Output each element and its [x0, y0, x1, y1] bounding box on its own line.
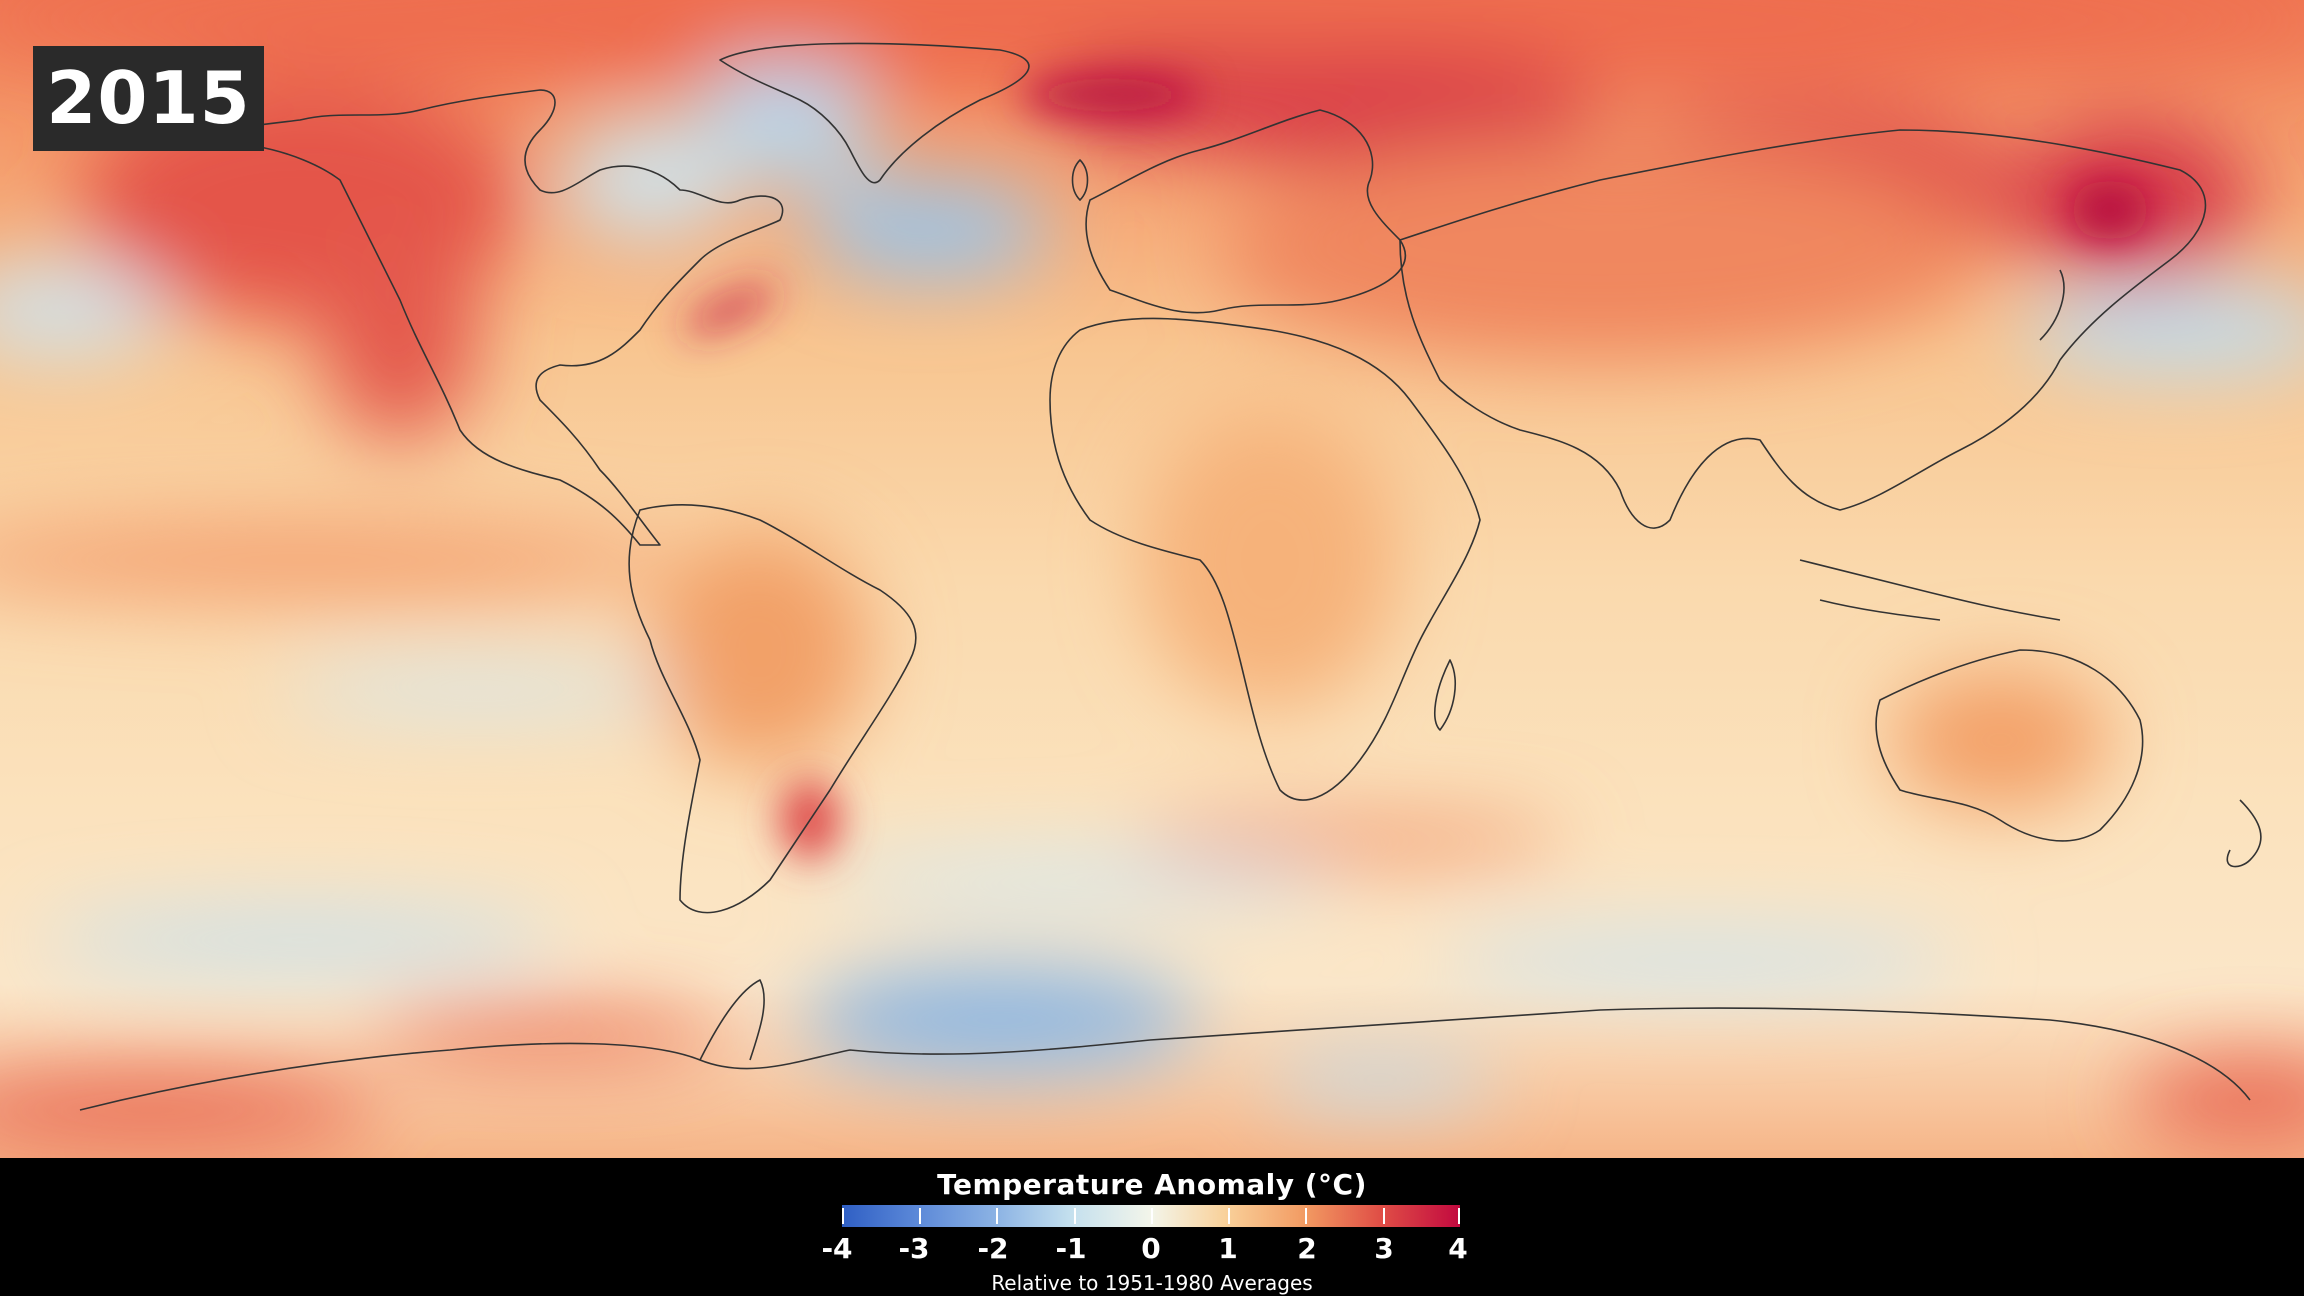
coastlines: [79, 42, 2262, 1111]
tick-label: 4: [1448, 1232, 1468, 1265]
tick-mark: [996, 1208, 998, 1224]
tick-mark: [1383, 1208, 1385, 1224]
tick-label: 1: [1218, 1232, 1238, 1265]
tick-mark: [1228, 1208, 1230, 1224]
coast-antarctica: [79, 1007, 2251, 1111]
coast-uk: [1071, 159, 1089, 201]
coast-asia: [1399, 129, 2207, 529]
tick-label: 2: [1297, 1232, 1317, 1265]
tick-label: -4: [821, 1232, 853, 1265]
tick-label: -2: [977, 1232, 1009, 1265]
tick-mark: [919, 1208, 921, 1224]
tick-mark: [1458, 1208, 1460, 1224]
coast-north-america: [149, 89, 784, 546]
coast-new-zealand: [2226, 799, 2262, 868]
tick-label: 3: [1374, 1232, 1394, 1265]
year-badge: 2015: [33, 46, 264, 151]
coast-south-america: [628, 504, 917, 914]
map-svg: [0, 0, 2304, 1158]
tick-mark: [1074, 1208, 1076, 1224]
coast-madagascar: [1434, 659, 1456, 731]
legend-subtitle: Relative to 1951-1980 Averages: [991, 1271, 1313, 1295]
legend-title: Temperature Anomaly (°C): [937, 1168, 1367, 1201]
tick-label: 0: [1141, 1232, 1161, 1265]
tick-label: -1: [1055, 1232, 1087, 1265]
coast-japan: [2039, 269, 2065, 341]
coast-indonesia: [1799, 559, 2061, 621]
tick-label: -3: [898, 1232, 930, 1265]
tick-mark: [1305, 1208, 1307, 1224]
legend-panel: [0, 1158, 2304, 1296]
coast-antarctic-peninsula: [699, 979, 765, 1061]
tick-mark: [1151, 1208, 1153, 1224]
tick-mark: [842, 1208, 844, 1224]
coast-africa: [1049, 317, 1481, 801]
coast-greenland: [719, 42, 1030, 184]
temperature-anomaly-map: [0, 0, 2304, 1158]
coast-australia: [1875, 649, 2144, 842]
